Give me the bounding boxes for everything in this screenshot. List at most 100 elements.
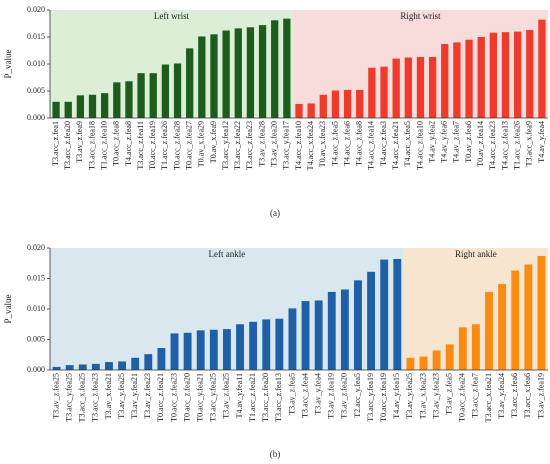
bar (161, 64, 170, 118)
bar (170, 333, 179, 370)
bar (524, 264, 533, 370)
bar (186, 48, 194, 119)
x-tick-label: T3.av_z.fea20 (340, 373, 349, 419)
y-tick-label: 0.005 (27, 86, 45, 95)
x-tick-label: T3.av_y.fea23 (431, 373, 440, 419)
x-tick-label: T3.acc_z.fea18 (87, 121, 96, 170)
group-band (50, 10, 293, 118)
bar (319, 94, 327, 118)
y-tick-label: 0.020 (27, 5, 45, 14)
caption: (b) (270, 449, 281, 459)
x-tick-label: T3.acc_z.fea4 (300, 373, 309, 418)
bar (380, 259, 389, 370)
y-tick-label: 0.010 (27, 304, 45, 313)
x-tick-label: T3.av_z.fea5 (445, 373, 454, 415)
bar (209, 329, 218, 370)
bar (511, 270, 520, 370)
x-tick-label: T3.av_z.fea19 (536, 373, 545, 419)
bar (101, 93, 109, 118)
y-axis-label: P_value (3, 49, 13, 78)
x-tick-label: T3.av_x.fea21 (104, 373, 113, 419)
group-label: Right wrist (400, 11, 441, 21)
x-tick-label: T1.acc_z.fea26 (512, 121, 521, 170)
x-tick-label: T3.acc_z.fea13 (274, 373, 283, 422)
x-tick-label: T3.av_z.fea23 (143, 373, 152, 419)
bar (183, 332, 192, 370)
x-tick-label: T3.acc_z.fea7 (471, 373, 480, 418)
x-tick-label: T3.acc_x.fea9 (525, 121, 534, 166)
bar (249, 321, 258, 370)
bar (477, 37, 485, 118)
x-tick-label: T3.av_z.fea9 (75, 121, 84, 163)
x-tick-label: T3.acc_z.fea20 (63, 121, 72, 170)
x-tick-label: T3.av_z.fea20 (270, 121, 279, 167)
x-tick-label: T3.acc_z.fea1 (51, 121, 60, 166)
bar (198, 36, 206, 118)
bar (343, 89, 352, 118)
bar (501, 32, 510, 118)
x-tick-label: T4.av_z.fea7 (452, 121, 461, 163)
x-tick-label: T4.acc_z.fea14 (367, 121, 376, 170)
x-tick-label: T4.acc_z.fea21 (391, 121, 400, 170)
bar (65, 365, 74, 370)
y-axis-label: P_value (3, 294, 13, 323)
bar (210, 34, 218, 118)
x-tick-label: T4.acc_x.fea5 (403, 121, 412, 166)
group-label: Left wrist (154, 11, 190, 21)
bar (52, 366, 61, 370)
y-tick-label: 0.005 (27, 334, 45, 343)
x-tick-label: T4.acc_z.fea10 (294, 121, 303, 170)
bar (157, 348, 166, 370)
x-tick-label: T4.acc_z.fea13 (500, 121, 509, 170)
x-tick-label: T0.av_x.fea29 (197, 121, 206, 167)
bar (419, 356, 428, 370)
x-tick-label: T0.acc_z.fea21 (156, 373, 165, 422)
y-tick-label: 0.015 (27, 32, 45, 41)
bar (76, 95, 85, 118)
y-tick-label: 0.000 (27, 365, 45, 374)
bar (149, 73, 157, 118)
bar (271, 20, 279, 118)
bar (526, 29, 534, 119)
y-tick-label: 0.000 (27, 113, 45, 122)
x-tick-label: T0.acc_z.fea23 (169, 373, 178, 422)
x-tick-label: T4.acc_z.fea3 (379, 121, 388, 166)
x-tick-label: T2.acc_y.fea5 (353, 373, 362, 418)
group-label: Left ankle (209, 249, 246, 259)
x-tick-label: T4.acc_z.fea6 (342, 121, 351, 166)
bar (356, 89, 364, 118)
bar (246, 27, 255, 119)
bar (432, 350, 441, 370)
x-tick-label: T0.acc_z.fea19 (148, 121, 157, 170)
bar (78, 364, 87, 370)
bar (489, 32, 497, 118)
x-tick-label: T3.av_x.fea23 (418, 373, 427, 419)
bar (283, 18, 291, 118)
group-label: Right ankle (455, 249, 497, 259)
x-tick-label: T3.acc_x.fea6 (523, 373, 532, 418)
x-tick-label: T3.av_z.fea25 (222, 373, 231, 419)
bar (52, 101, 60, 118)
x-tick-label: T0.acc_z.fea27 (185, 121, 194, 170)
bar (88, 94, 97, 118)
x-tick-label: T1.acc_z.fea10 (99, 121, 108, 170)
x-tick-label: T4.acc_z.fea5 (330, 121, 339, 166)
x-tick-label: T0.av_z.fea14 (476, 121, 485, 167)
x-tick-label: T0.acc_z.fea28 (172, 121, 181, 170)
bar (453, 42, 461, 118)
bar (234, 28, 242, 118)
bar (307, 103, 315, 118)
x-tick-label: T0.acc_y.fea21 (196, 373, 205, 422)
bar (354, 280, 362, 370)
bar (445, 344, 454, 370)
x-tick-label: T3.acc_z.fea11 (136, 121, 145, 170)
bar (236, 324, 244, 370)
x-tick-label: T3.acc_y.fea17 (282, 121, 291, 170)
x-tick-label: T0.av_x.fea9 (209, 121, 218, 163)
x-tick-label: T3.av_y.fea25 (405, 373, 414, 419)
x-tick-label: T3.acc_z.fea23 (91, 373, 100, 422)
bar (105, 362, 113, 370)
bar (196, 330, 205, 370)
bar (125, 81, 133, 118)
